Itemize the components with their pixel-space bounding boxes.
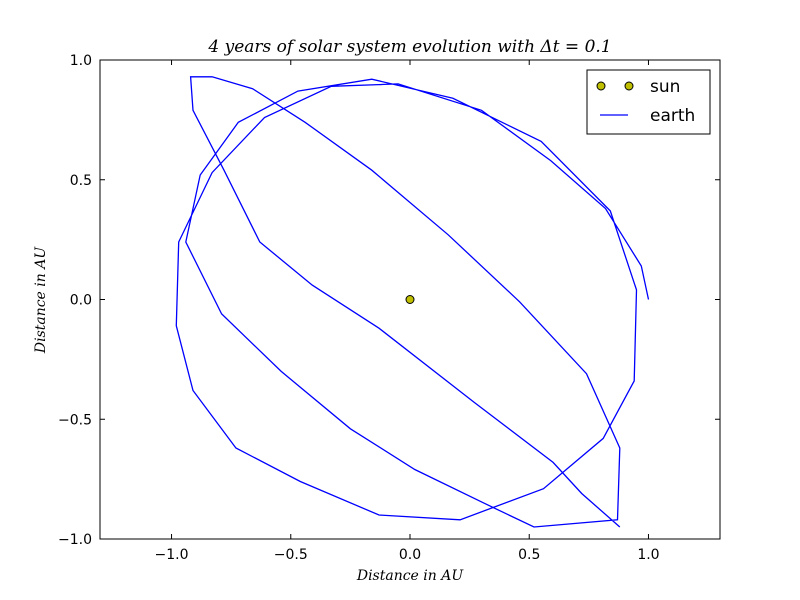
- x-tick-label: 0.5: [518, 547, 540, 563]
- legend-box: [586, 69, 711, 135]
- data-layer: [175, 76, 650, 528]
- x-tick-label: −0.5: [274, 547, 308, 563]
- y-axis-ticks: −1.0 −0.5 0.0 0.5 1.0: [58, 53, 720, 548]
- legend-label-sun: sun: [650, 77, 680, 97]
- legend: sun earth: [586, 69, 711, 135]
- y-tick-label: 1.0: [70, 53, 92, 69]
- y-tick-label: −0.5: [58, 412, 92, 428]
- chart-title: 4 years of solar system evolution with Δ…: [207, 37, 611, 57]
- y-axis-label: Distance in AU: [33, 246, 49, 355]
- legend-marker-sun: [596, 81, 606, 91]
- x-tick-label: 1.0: [637, 547, 659, 563]
- series-point-sun: [405, 295, 415, 304]
- y-tick-label: 0.5: [70, 173, 92, 189]
- x-axis-label: Distance in AU: [356, 568, 465, 584]
- series-line-earth: [175, 76, 650, 528]
- legend-label-earth: earth: [650, 106, 695, 126]
- x-tick-label: −1.0: [155, 547, 189, 563]
- x-tick-label: 0.0: [399, 547, 421, 563]
- x-axis-ticks: −1.0 −0.5 0.0 0.5 1.0: [155, 60, 660, 563]
- y-tick-label: −1.0: [58, 532, 92, 548]
- legend-marker-sun: [624, 81, 634, 91]
- y-tick-label: 0.0: [70, 293, 92, 309]
